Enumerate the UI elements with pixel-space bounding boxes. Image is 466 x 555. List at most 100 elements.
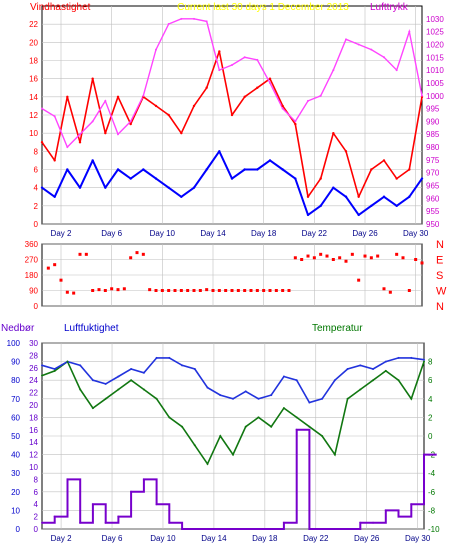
compass-label: N xyxy=(436,301,444,313)
pressure-point xyxy=(218,69,221,72)
temperature-point xyxy=(117,388,120,391)
compass-label: W xyxy=(436,286,447,298)
direction-point xyxy=(173,289,177,292)
humidity-y-axis: 0 10 20 30 40 50 60 70 80 90 100 xyxy=(7,339,21,534)
direction-point xyxy=(243,289,247,292)
direction-point xyxy=(376,254,380,258)
direction-point xyxy=(369,256,373,260)
direction-point xyxy=(192,289,196,292)
wind-title: Vindhastighet xyxy=(30,2,91,13)
wind-gust-point xyxy=(53,159,56,162)
pressure-ytick-label: 1030 xyxy=(426,15,444,24)
precipitation-point xyxy=(423,453,425,456)
precipitation-point xyxy=(410,503,413,506)
wind-ytick-label: 14 xyxy=(29,93,38,102)
direction-point xyxy=(401,256,405,260)
temperature-point xyxy=(282,407,285,410)
humidity-point xyxy=(257,397,260,400)
temperature-ytick-label: -4 xyxy=(428,469,436,478)
precip-ytick-label: 6 xyxy=(34,488,39,497)
wind-gust-point xyxy=(116,95,120,99)
climate-data-points xyxy=(41,356,425,530)
pressure-point xyxy=(294,120,297,123)
humidity-ytick-label: 100 xyxy=(7,339,21,348)
precipitation-point xyxy=(397,515,400,518)
precipitation-point xyxy=(219,528,222,530)
wind-gust-point xyxy=(243,95,246,99)
wind-gust-point xyxy=(91,77,94,80)
direction-point xyxy=(179,289,183,292)
precip-ytick-label: 26 xyxy=(29,364,38,373)
direction-point xyxy=(338,256,342,260)
climate-xtick-label: Day 30 xyxy=(405,534,431,543)
wind-average-point xyxy=(116,168,120,171)
pressure-ytick-label: 975 xyxy=(426,156,440,165)
wind-average-point xyxy=(281,168,284,171)
humidity-point xyxy=(206,386,209,389)
humidity-point xyxy=(359,364,362,367)
pressure-ytick-label: 1025 xyxy=(426,28,444,37)
direction-point xyxy=(135,251,139,255)
temperature-point xyxy=(333,453,336,456)
direction-ytick-label: 0 xyxy=(34,302,39,311)
temperature-point xyxy=(206,462,209,465)
precipitation-point xyxy=(321,528,324,530)
temperature-point xyxy=(193,444,196,447)
temperature-point xyxy=(384,369,387,372)
wind-gust-point xyxy=(306,195,310,198)
direction-point xyxy=(293,256,297,260)
direction-point xyxy=(281,289,285,292)
wind-gust-point xyxy=(294,122,297,126)
pressure-point xyxy=(41,107,43,110)
wind-xtick-label: Day 10 xyxy=(150,229,176,238)
direction-point xyxy=(420,261,424,265)
wind-gust-point xyxy=(370,168,373,171)
direction-point xyxy=(154,289,158,292)
pressure-ytick-label: 985 xyxy=(426,130,440,139)
direction-point xyxy=(300,258,304,261)
pressure-point xyxy=(332,69,335,72)
pressure-point xyxy=(66,146,69,149)
humidity-ytick-label: 50 xyxy=(11,432,20,441)
direction-point xyxy=(198,289,202,292)
pressure-point xyxy=(129,120,132,123)
pressure-point xyxy=(281,107,284,110)
precipitation-point xyxy=(193,528,196,530)
humidity-point xyxy=(181,364,184,367)
pressure-point xyxy=(319,94,322,97)
temperature-ytick-label: -10 xyxy=(428,525,440,534)
direction-point xyxy=(217,289,221,292)
humidity-point xyxy=(270,394,273,397)
direction-point xyxy=(268,289,272,292)
wind-gust-point xyxy=(256,86,259,89)
direction-point xyxy=(357,278,361,282)
pressure-point xyxy=(383,56,385,59)
wind-gust-point xyxy=(205,86,208,89)
precip-ytick-label: 2 xyxy=(34,513,39,522)
humidity-point xyxy=(91,379,94,382)
wind-average-point xyxy=(129,177,132,180)
humidity-point xyxy=(308,401,311,404)
pressure-point xyxy=(53,115,56,118)
pressure-ytick-label: 1010 xyxy=(426,66,444,75)
wind-average-point xyxy=(66,168,69,171)
precipitation-point xyxy=(206,528,209,530)
temperature-ytick-label: 6 xyxy=(428,376,433,385)
pressure-point xyxy=(104,99,107,102)
temperature-point xyxy=(346,397,349,400)
direction-point xyxy=(350,252,354,256)
temperature-title: Temperatur xyxy=(312,323,363,334)
precip-title: Nedbør xyxy=(1,323,35,334)
precipitation-point xyxy=(244,528,247,530)
pressure-ytick-label: 1005 xyxy=(426,79,444,88)
wind-average-point xyxy=(420,177,424,180)
humidity-ytick-label: 20 xyxy=(11,488,20,497)
wind-gust-point xyxy=(66,95,69,99)
humidity-point xyxy=(41,364,43,367)
wind-xtick-label: Day 14 xyxy=(200,229,226,238)
direction-point xyxy=(211,289,215,292)
direction-point xyxy=(84,252,88,256)
wind-gust-point xyxy=(332,131,335,135)
